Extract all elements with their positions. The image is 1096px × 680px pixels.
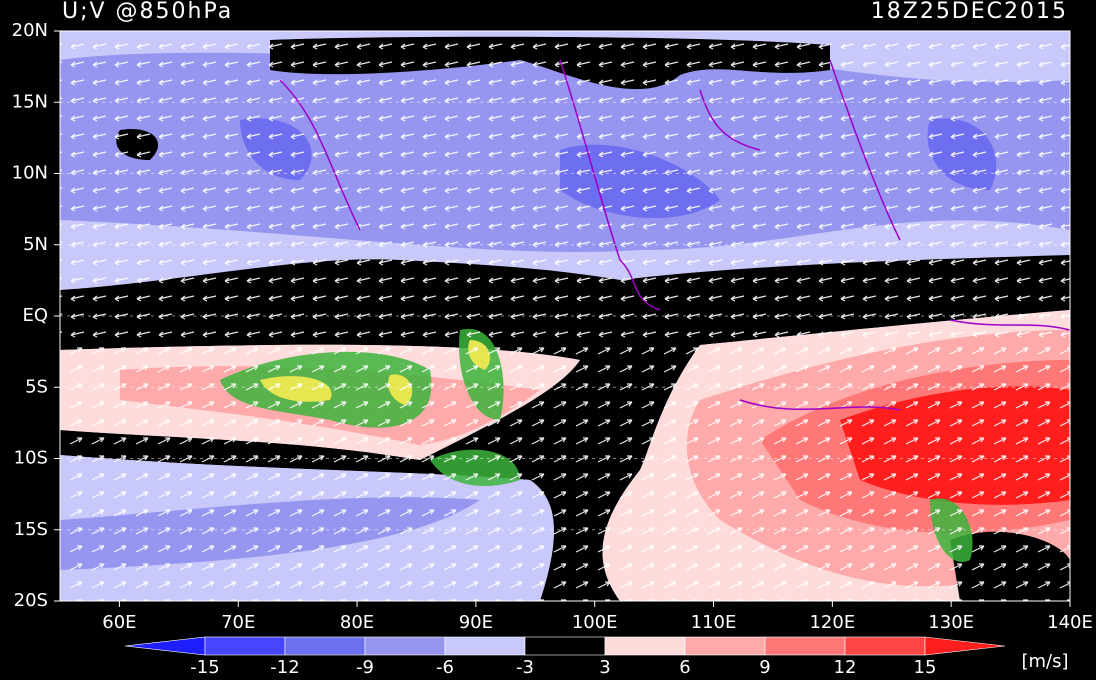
colorbar: -15 -12 -9 -6 -3 3 6 9 12 15 xyxy=(124,636,1006,678)
colorbar-tick-label: -12 xyxy=(270,657,299,678)
x-tick-label: 80E xyxy=(340,612,374,633)
colorbar-tick-label: 3 xyxy=(599,657,610,678)
colorbar-tick-label: 15 xyxy=(914,657,937,678)
colorbar-box xyxy=(444,636,526,656)
y-tick-label: 10N xyxy=(12,163,48,184)
colorbar-tick-label: -6 xyxy=(436,657,454,678)
y-tick-label: 15S xyxy=(14,519,48,540)
colorbar-arrow xyxy=(124,636,206,656)
colorbar-tick-label: -3 xyxy=(516,657,534,678)
map-title: U;V @850hPa xyxy=(62,0,233,24)
x-tick-label: 100E xyxy=(572,612,618,633)
colorbar-tick-label: 9 xyxy=(759,657,770,678)
x-tick-label: 120E xyxy=(809,612,855,633)
y-tick-label: 20S xyxy=(14,590,48,611)
axes: 60E 70E 80E 90E 100E 110E 120E 130E 140E 20N 15N 10… xyxy=(12,20,1093,633)
colorbar-tick-label: -15 xyxy=(190,657,219,678)
colorbar-arrow xyxy=(924,636,1006,656)
colorbar-tick-label: -9 xyxy=(356,657,374,678)
y-tick-label: 5N xyxy=(23,234,48,255)
x-tick-label: 60E xyxy=(102,612,136,633)
wind-field xyxy=(60,31,1070,601)
colorbar-box xyxy=(764,636,846,656)
colorbar-box xyxy=(524,636,606,656)
x-tick-label: 110E xyxy=(691,612,737,633)
y-tick-label: 5S xyxy=(25,376,48,397)
x-tick-label: 70E xyxy=(221,612,255,633)
wind-arrows-south xyxy=(60,341,1070,601)
wind-arrows-north xyxy=(60,31,1070,341)
colorbar-box xyxy=(684,636,766,656)
colorbar-box xyxy=(844,636,926,656)
x-tick-label: 90E xyxy=(459,612,493,633)
colorbar-box xyxy=(204,636,286,656)
colorbar-tick-label: 6 xyxy=(679,657,690,678)
colorbar-box xyxy=(284,636,366,656)
map-time: 18Z25DEC2015 xyxy=(871,0,1068,24)
coastline xyxy=(279,59,1070,411)
colorbar-box xyxy=(604,636,686,656)
y-tick-label: 10S xyxy=(14,448,48,469)
y-tick-label: EQ xyxy=(22,305,48,326)
colorbar-tick-label: 12 xyxy=(834,657,857,678)
y-tick-label: 15N xyxy=(12,91,48,112)
colorbar-unit: [m/s] xyxy=(1021,651,1068,672)
x-tick-label: 140E xyxy=(1047,612,1093,633)
colorbar-box xyxy=(364,636,446,656)
y-tick-label: 20N xyxy=(12,20,48,41)
x-tick-label: 130E xyxy=(928,612,974,633)
